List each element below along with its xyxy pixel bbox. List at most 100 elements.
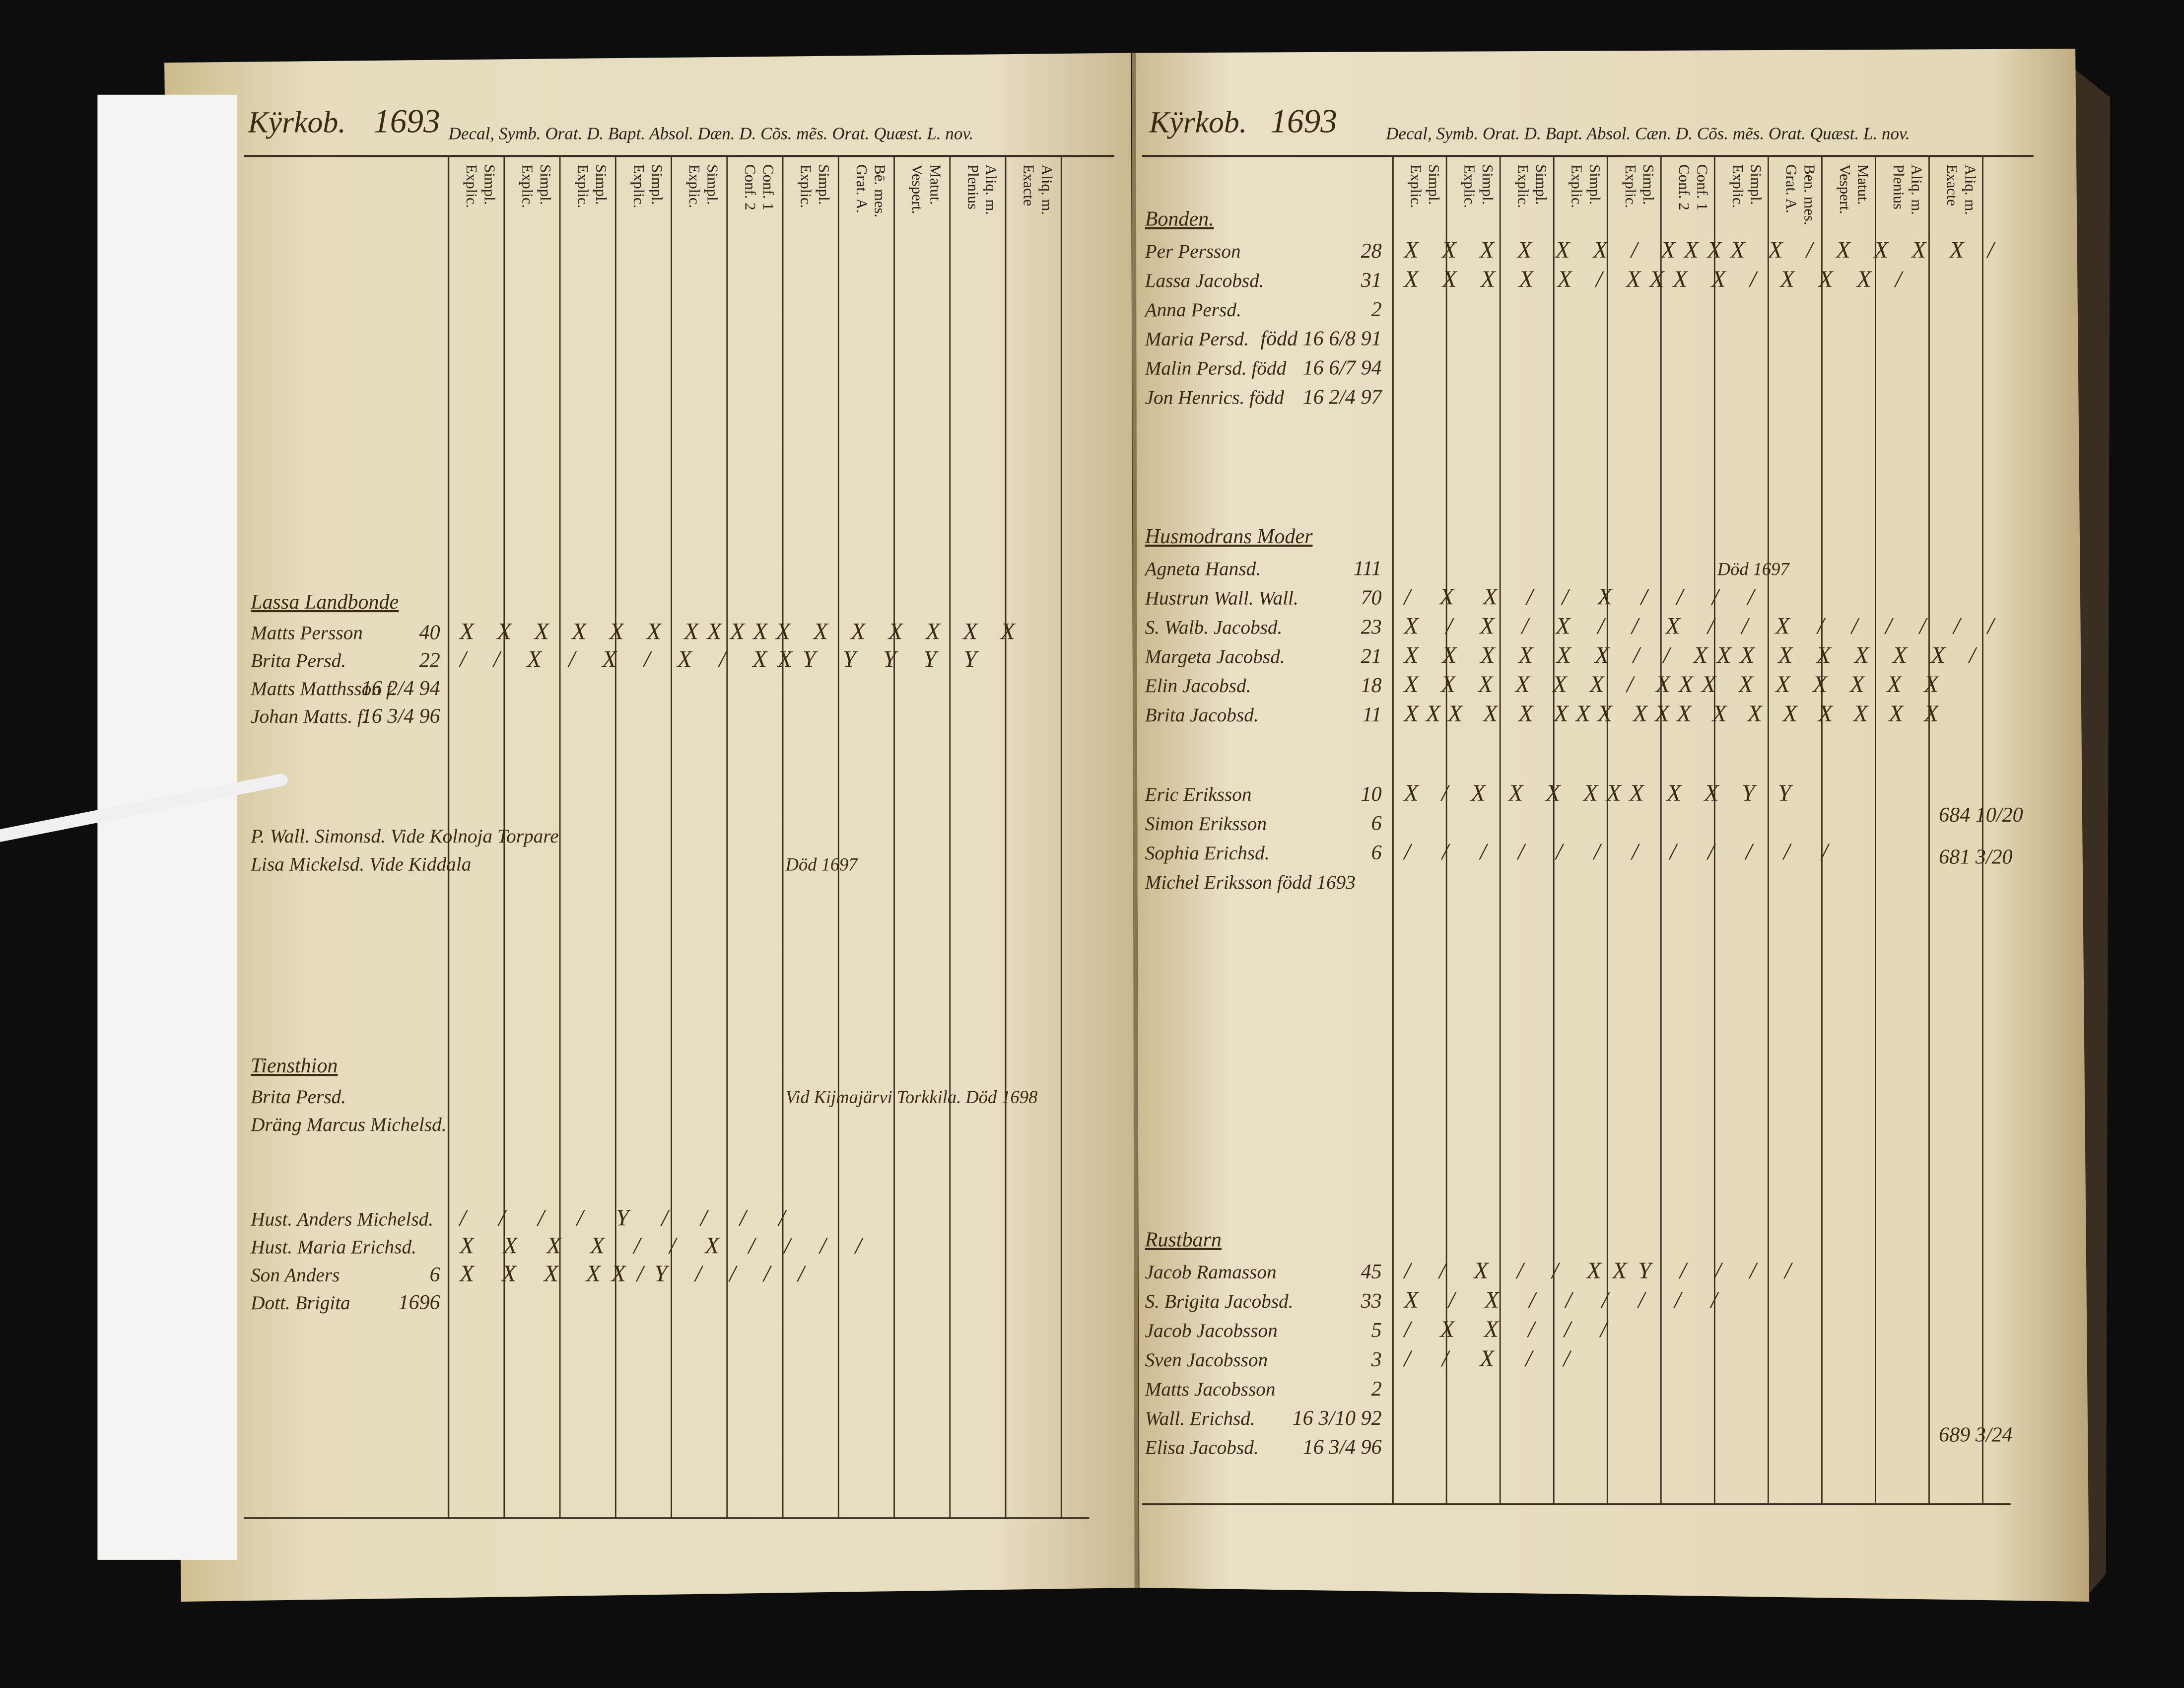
column-header: Simpl. — [1747, 164, 1764, 205]
entry-age: 31 — [1361, 269, 1382, 292]
margin-note: 689 3/24 — [1939, 1423, 2012, 1446]
column-header: Matut. — [1854, 164, 1871, 205]
entry-name: Agneta Hansd. — [1144, 559, 1261, 580]
column-header: Simpl. — [1640, 164, 1657, 205]
entry-age: 6 — [1371, 842, 1382, 864]
entry-age: 6 — [430, 1264, 440, 1286]
entry-name: Eric Eriksson — [1145, 784, 1252, 805]
column-header: Bē. mes. — [871, 164, 888, 217]
entry-name: Brita Jacobsd. — [1145, 704, 1259, 726]
entry-name: Brita Persd. — [251, 650, 346, 672]
entry-name: S. Walb. Jacobsd. — [1145, 617, 1283, 638]
entry-age: 6 — [1371, 812, 1382, 835]
header-place: Kÿrkob. — [247, 106, 345, 140]
column-header: Simpl. — [704, 164, 721, 205]
column-header: Plenius — [964, 164, 981, 210]
entry-name: Margeta Jacobsd. — [1145, 646, 1285, 667]
entry-age: 16 6/7 94 — [1303, 357, 1382, 380]
entry-name: Simon Eriksson — [1145, 813, 1267, 835]
entry-name: Jacob Ramasson — [1145, 1262, 1277, 1283]
entry-name: S. Brigita Jacobsd. — [1145, 1291, 1294, 1312]
entry-age: 2 — [1371, 298, 1382, 321]
entry-age: 16 3/10 92 — [1293, 1407, 1382, 1430]
column-header: Explic. — [1569, 164, 1585, 208]
entry-name: Elin Jacobsd. — [1145, 675, 1251, 697]
column-header: Simpl. — [1533, 164, 1550, 205]
entry-name: Dräng Marcus Michelsd. — [250, 1114, 446, 1135]
header-place: Kÿrkob. — [1149, 106, 1247, 140]
entry-age: 5 — [1371, 1319, 1382, 1342]
entry-age: 2 — [1371, 1378, 1382, 1401]
column-header: Plenius — [1890, 164, 1907, 210]
entry-age: 16 3/4 96 — [1303, 1436, 1382, 1459]
entry-age: 23 — [1361, 616, 1382, 638]
column-header: Explic. — [519, 164, 536, 208]
entry-note: Död 1697 — [1717, 560, 1790, 579]
entry-age: 11 — [1363, 703, 1382, 726]
entry-name: Hust. Anders Michelsd. — [250, 1209, 433, 1230]
entry-marks: / / / / / / / / / / / / — [1403, 839, 1830, 865]
group-heading: Lassa Landbonde — [250, 591, 399, 614]
column-header: Aliq. m. — [1962, 164, 1979, 215]
column-header: Explic. — [1408, 164, 1425, 208]
right-page — [1135, 49, 2090, 1602]
entry-name: P. Wall. Simonsd. Vide Kolnoja Torpare — [250, 826, 558, 847]
entry-age: född 16 6/8 91 — [1260, 328, 1381, 351]
column-header: Simpl. — [537, 164, 554, 205]
margin-note: 681 3/20 — [1939, 845, 2012, 868]
column-header: Simpl. — [481, 164, 498, 205]
column-header: Grat. A. — [1783, 164, 1800, 213]
entry-age: 10 — [1361, 783, 1382, 806]
column-header: Simpl. — [593, 164, 610, 205]
column-header: Explic. — [1729, 164, 1746, 208]
entry-note: Död 1697 — [785, 854, 859, 874]
margin-note: 684 10/20 — [1939, 804, 2023, 827]
column-header: Conf. 1 — [1694, 164, 1710, 211]
column-header: Conf. 2 — [1676, 164, 1693, 211]
column-header: Simpl. — [1586, 164, 1603, 205]
column-header: Explic. — [1515, 164, 1532, 208]
entry-age: 28 — [1361, 240, 1382, 263]
entry-age: 45 — [1361, 1261, 1382, 1283]
entry-age: 111 — [1354, 558, 1382, 580]
entry-name: Hustrun Wall. Wall. — [1145, 587, 1298, 609]
entry-name: Per Persson — [1145, 241, 1241, 262]
column-header: Explic. — [1622, 164, 1639, 208]
paper-strip — [97, 94, 237, 1560]
column-header: Explic. — [630, 164, 647, 208]
entry-age: 18 — [1361, 674, 1382, 697]
entry-name: Hust. Maria Erichsd. — [250, 1237, 416, 1258]
entry-marks: X X X X X X XXXXX X X X X X X — [459, 619, 1016, 645]
column-header: Simpl. — [1426, 164, 1442, 205]
entry-note: Vid Kijmajärvi Torkkila. Död 1698 — [786, 1087, 1038, 1107]
entry-name: Brita Persd. — [251, 1086, 346, 1108]
entry-name: Lassa Jacobsd. — [1145, 270, 1264, 291]
header-year: 1693 — [1270, 103, 1337, 140]
column-header: Vespert. — [1837, 164, 1853, 214]
entry-age: 40 — [419, 622, 440, 644]
entry-age: 16 2/4 94 — [361, 677, 440, 700]
column-header: Exacte — [1020, 164, 1037, 206]
left-page — [164, 53, 1135, 1602]
entry-name: Malin Persd. född — [1145, 358, 1287, 379]
entry-age: 3 — [1371, 1348, 1382, 1371]
group-heading: Rustbarn — [1145, 1229, 1222, 1252]
entry-name: Jon Henrics. född — [1145, 387, 1285, 409]
entry-age: 33 — [1361, 1290, 1382, 1313]
column-header: Aliq. m. — [1908, 164, 1925, 215]
column-header: Matut. — [927, 164, 944, 205]
entry-age: 16 2/4 97 — [1303, 386, 1383, 409]
gutter — [1131, 53, 1139, 1588]
entry-name: Anna Persd. — [1144, 299, 1241, 321]
header-printed: Decal, Symb. Orat. D. Bapt. Absol. Dæn. … — [448, 124, 974, 143]
entry-name: Johan Matts. f. — [251, 706, 368, 727]
header-year: 1693 — [373, 103, 440, 140]
entry-name: Elisa Jacobsd. — [1145, 1437, 1259, 1459]
column-header: Explic. — [1461, 164, 1478, 208]
group-heading: Tiensthion — [251, 1055, 338, 1077]
entry-name: Sophia Erichsd. — [1145, 843, 1270, 864]
entry-name: Lisa Mickelsd. Vide Kiddala — [250, 853, 471, 875]
column-header: Grat. A. — [853, 164, 870, 213]
